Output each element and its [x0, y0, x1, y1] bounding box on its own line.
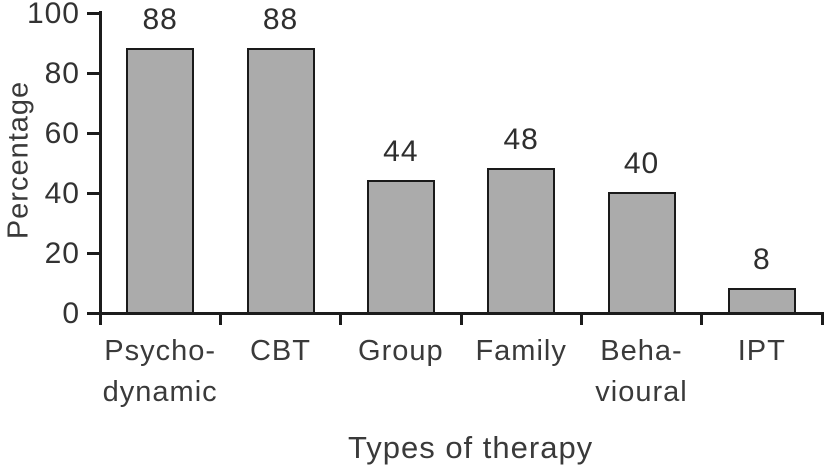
bar — [727, 288, 796, 315]
category-label: CBT — [220, 331, 340, 372]
bar — [487, 168, 556, 315]
y-tick-label: 20 — [44, 237, 80, 270]
category-label-line: dynamic — [102, 376, 218, 408]
x-tick — [98, 312, 102, 325]
x-tick — [218, 312, 222, 325]
x-tick — [459, 312, 463, 325]
y-tick — [87, 72, 100, 75]
y-tick — [87, 252, 100, 255]
y-tick-label: 100 — [26, 0, 80, 30]
x-tick — [339, 312, 343, 325]
x-tick — [579, 312, 583, 325]
x-tick — [700, 312, 704, 325]
bar — [126, 48, 195, 315]
category-label-line: Group — [358, 335, 444, 367]
bar-value-label: 48 — [503, 123, 539, 156]
category-label: Psycho-dynamic — [100, 331, 220, 413]
bar — [607, 192, 676, 315]
bar-value-label: 88 — [142, 3, 178, 36]
y-tick-label: 80 — [44, 57, 80, 90]
category-label: Family — [461, 331, 581, 372]
y-tick — [87, 312, 100, 315]
bar — [366, 180, 435, 315]
y-tick-label: 40 — [44, 177, 80, 210]
y-tick-label: 0 — [62, 297, 80, 330]
y-tick — [87, 12, 100, 15]
y-tick — [87, 132, 100, 135]
category-label-line: vioural — [595, 376, 688, 408]
y-tick — [87, 192, 100, 195]
bar-value-label: 8 — [752, 243, 771, 276]
category-label-line: Psycho- — [104, 335, 217, 367]
category-label-line: IPT — [737, 335, 786, 367]
category-label-line: Beha- — [600, 335, 683, 367]
y-axis-line — [99, 11, 102, 315]
y-axis-title: Percentage — [2, 80, 35, 240]
category-label: Beha-vioural — [581, 331, 701, 413]
y-tick-label: 60 — [44, 117, 80, 150]
x-axis-title: Types of therapy — [348, 430, 594, 465]
bar — [246, 48, 315, 315]
bar-value-label: 40 — [623, 147, 660, 180]
category-label-line: Family — [475, 335, 567, 367]
category-label: IPT — [702, 331, 822, 372]
bar-value-label: 88 — [262, 3, 299, 36]
category-label: Group — [341, 331, 461, 372]
bar-value-label: 44 — [383, 135, 419, 168]
x-tick — [820, 312, 824, 325]
category-label-line: CBT — [249, 335, 311, 367]
